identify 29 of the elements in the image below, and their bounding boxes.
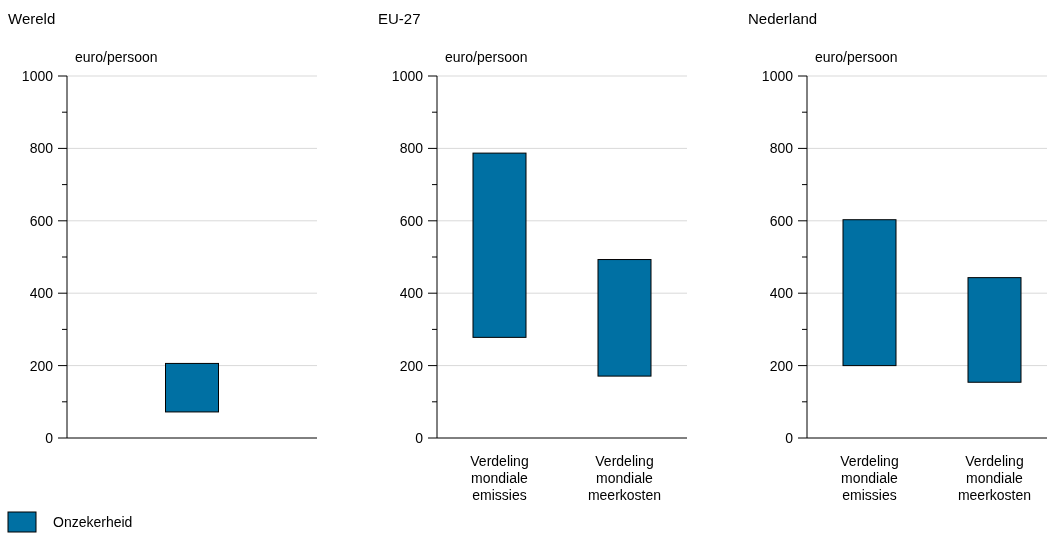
y-axis-title: euro/persoon (815, 49, 898, 65)
y-tick-label: 1000 (761, 67, 794, 84)
legend-label: Onzekerheid (53, 513, 133, 530)
y-tick-label: 1000 (21, 67, 54, 84)
x-tick-label: Verdeling mondiale emissies (470, 453, 529, 503)
y-tick-label: 200 (769, 357, 794, 374)
y-tick-label: 400 (399, 285, 424, 302)
chart-title: Nederland (748, 10, 818, 27)
chart-title: Wereld (8, 10, 56, 27)
y-tick-label: 0 (45, 429, 54, 446)
chart-title: EU-27 (378, 10, 421, 27)
y-tick-label: 200 (399, 357, 424, 374)
y-tick-label: 0 (415, 429, 424, 446)
y-axis-title: euro/persoon (75, 49, 158, 65)
y-tick-label: 600 (769, 212, 794, 229)
y-tick-label: 800 (399, 140, 424, 157)
x-tick-label: Verdeling mondiale emissies (840, 453, 899, 503)
y-tick-label: 1000 (391, 67, 424, 84)
y-tick-label: 0 (785, 429, 794, 446)
y-tick-label: 200 (29, 357, 54, 374)
y-axis-title: euro/persoon (445, 49, 528, 65)
y-tick-label: 600 (29, 212, 54, 229)
x-tick-label: Verdeling mondiale meerkosten (587, 453, 662, 503)
y-tick-label: 600 (399, 212, 424, 229)
y-tick-label: 800 (769, 140, 794, 157)
y-tick-label: 400 (769, 285, 794, 302)
y-tick-label: 800 (29, 140, 54, 157)
x-tick-label: Verdeling mondiale meerkosten (957, 453, 1032, 503)
y-tick-label: 400 (29, 285, 54, 302)
